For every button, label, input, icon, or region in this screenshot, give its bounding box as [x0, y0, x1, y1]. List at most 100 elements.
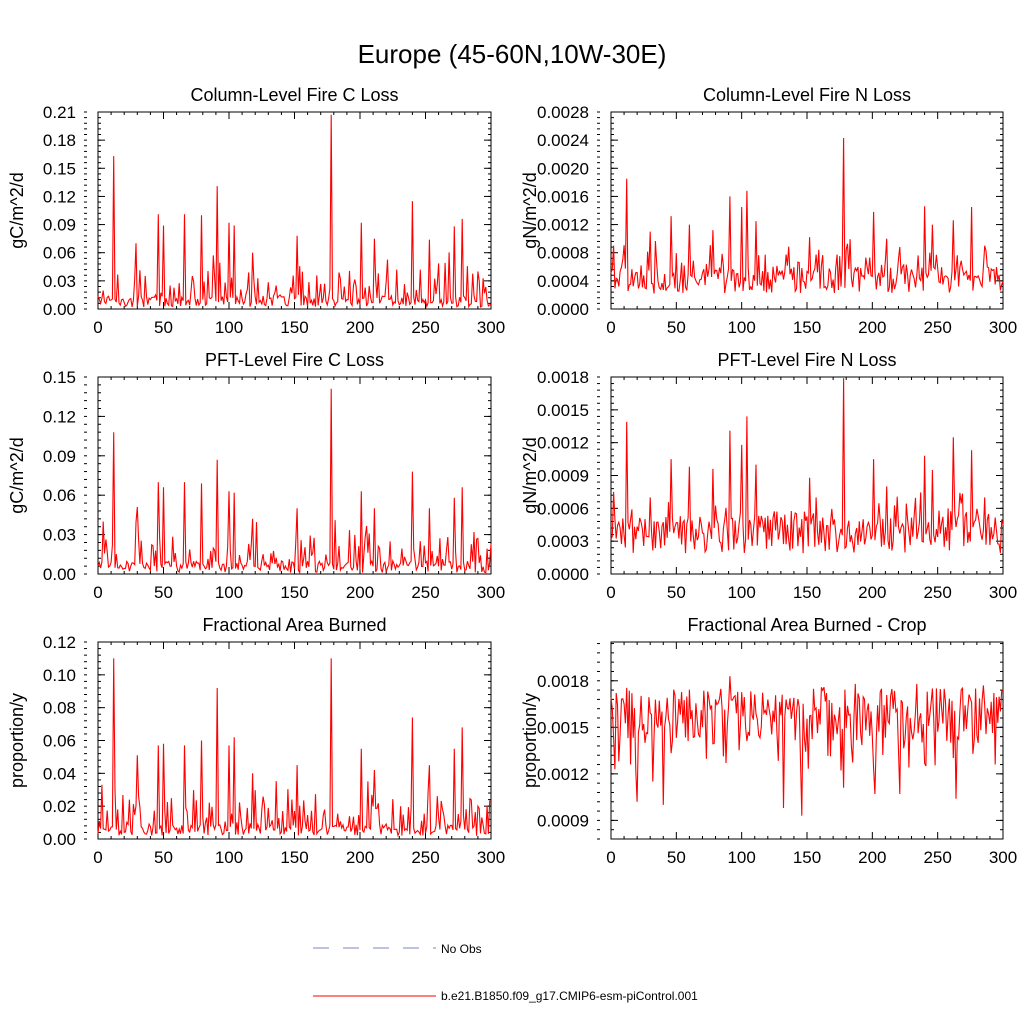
y-tick-label: 0.00 — [43, 300, 76, 319]
series-line — [97, 114, 492, 309]
panels: Column-Level Fire C Loss gC/m^2/d 0 50 100 15… — [7, 85, 1017, 867]
x-tick-label: 100 — [215, 583, 243, 602]
y-tick-label: 0.0012 — [537, 434, 589, 453]
x-tick-label: 0 — [606, 583, 615, 602]
x-tick-label: 100 — [215, 848, 243, 867]
y-tick-label: 0.0018 — [537, 368, 589, 387]
panel-6: Fractional Area Burned - Crop proportion/… — [520, 615, 1017, 867]
panel-title: Column-Level Fire N Loss — [703, 85, 911, 105]
y-tick-label: 0.15 — [43, 159, 76, 178]
x-tick-label: 300 — [989, 848, 1017, 867]
y-tick-label: 0.0015 — [537, 401, 589, 420]
y-tick-label: 0.06 — [43, 486, 76, 505]
x-tick-label: 300 — [477, 318, 505, 337]
x-tick-label: 200 — [858, 583, 886, 602]
x-tick-label: 300 — [477, 848, 505, 867]
y-tick-label: 0.06 — [43, 244, 76, 263]
y-tick-label: 0.12 — [43, 407, 76, 426]
x-tick-label: 100 — [215, 318, 243, 337]
y-tick-label: 0.02 — [43, 797, 76, 816]
y-tick-label: 0.0016 — [537, 187, 589, 206]
y-tick-label: 0.0009 — [537, 811, 589, 830]
panel-title: Column-Level Fire C Loss — [190, 85, 398, 105]
y-tick-label: 0.0012 — [537, 216, 589, 235]
y-tick-label: 0.08 — [43, 699, 76, 718]
x-tick-label: 300 — [989, 318, 1017, 337]
x-tick-label: 0 — [93, 583, 102, 602]
x-tick-label: 150 — [793, 583, 821, 602]
y-axis-label: proportion/y — [7, 693, 27, 788]
x-tick-label: 50 — [667, 583, 686, 602]
y-tick-label: 0.0020 — [537, 159, 589, 178]
y-tick-label: 0.0012 — [537, 765, 589, 784]
y-tick-label: 0.21 — [43, 103, 76, 122]
y-tick-label: 0.15 — [43, 368, 76, 387]
panel-4: PFT-Level Fire N Loss gN/m^2/d 0 50 100 150 20… — [520, 350, 1017, 602]
y-tick-label: 0.03 — [43, 272, 76, 291]
y-axis-label: gC/m^2/d — [7, 172, 27, 248]
x-tick-label: 100 — [727, 318, 755, 337]
figure-title: Europe (45-60N,10W-30E) — [358, 39, 667, 69]
legend-obs-label: No Obs — [441, 942, 482, 956]
y-tick-label: 0.03 — [43, 526, 76, 545]
panel-title: Fractional Area Burned - Crop — [687, 615, 926, 635]
x-tick-label: 200 — [346, 583, 374, 602]
panel-2: Column-Level Fire N Loss gN/m^2/d 0 50 100 15… — [520, 85, 1017, 337]
y-tick-label: 0.0009 — [537, 467, 589, 486]
x-tick-label: 0 — [606, 318, 615, 337]
y-tick-label: 0.0006 — [537, 499, 589, 518]
x-tick-label: 100 — [727, 583, 755, 602]
legend-model-label: b.e21.B1850.f09_g17.CMIP6-esm-piControl.… — [441, 989, 698, 1003]
x-tick-label: 250 — [411, 583, 439, 602]
y-tick-label: 0.12 — [43, 187, 76, 206]
x-tick-label: 100 — [727, 848, 755, 867]
panel-5: Fractional Area Burned proportion/y 0 50 100… — [7, 615, 505, 867]
y-tick-label: 0.0008 — [537, 244, 589, 263]
panel-title: PFT-Level Fire C Loss — [205, 350, 384, 370]
y-tick-label: 0.0024 — [537, 131, 589, 150]
y-tick-label: 0.0015 — [537, 718, 589, 737]
y-tick-label: 0.00 — [43, 565, 76, 584]
y-tick-label: 0.00 — [43, 830, 76, 849]
series-line — [97, 658, 492, 838]
y-tick-label: 0.0028 — [537, 103, 589, 122]
x-tick-label: 50 — [667, 318, 686, 337]
x-tick-label: 0 — [93, 848, 102, 867]
x-tick-label: 150 — [793, 848, 821, 867]
y-tick-label: 0.09 — [43, 447, 76, 466]
legend: No Obs b.e21.B1850.f09_g17.CMIP6-esm-piC… — [313, 942, 698, 1003]
y-tick-label: 0.18 — [43, 131, 76, 150]
x-tick-label: 300 — [989, 583, 1017, 602]
y-axis-label: gN/m^2/d — [520, 172, 540, 248]
x-tick-label: 150 — [280, 848, 308, 867]
x-tick-label: 150 — [793, 318, 821, 337]
x-tick-label: 200 — [346, 848, 374, 867]
plot-frame — [610, 641, 1004, 840]
y-tick-label: 0.04 — [43, 764, 76, 783]
x-tick-label: 50 — [154, 318, 173, 337]
series-line — [610, 676, 1004, 816]
panel-1: Column-Level Fire C Loss gC/m^2/d 0 50 100 15… — [7, 85, 505, 337]
y-tick-label: 0.0003 — [537, 532, 589, 551]
x-tick-label: 250 — [411, 318, 439, 337]
x-tick-label: 50 — [154, 583, 173, 602]
y-tick-label: 0.09 — [43, 216, 76, 235]
panel-title: PFT-Level Fire N Loss — [717, 350, 896, 370]
y-tick-label: 0.0000 — [537, 565, 589, 584]
x-tick-label: 0 — [93, 318, 102, 337]
x-tick-label: 0 — [606, 848, 615, 867]
x-tick-label: 150 — [280, 318, 308, 337]
x-tick-label: 250 — [923, 848, 951, 867]
y-tick-label: 0.0004 — [537, 272, 589, 291]
x-tick-label: 200 — [858, 318, 886, 337]
y-axis-label: gC/m^2/d — [7, 437, 27, 513]
series-line — [610, 378, 1004, 554]
series-line — [97, 388, 492, 575]
y-tick-label: 0.12 — [43, 633, 76, 652]
x-tick-label: 200 — [346, 318, 374, 337]
y-tick-label: 0.06 — [43, 732, 76, 751]
x-tick-label: 300 — [477, 583, 505, 602]
x-tick-label: 200 — [858, 848, 886, 867]
panel-3: PFT-Level Fire C Loss gC/m^2/d 0 50 100 150 20… — [7, 350, 505, 602]
x-tick-label: 250 — [923, 583, 951, 602]
